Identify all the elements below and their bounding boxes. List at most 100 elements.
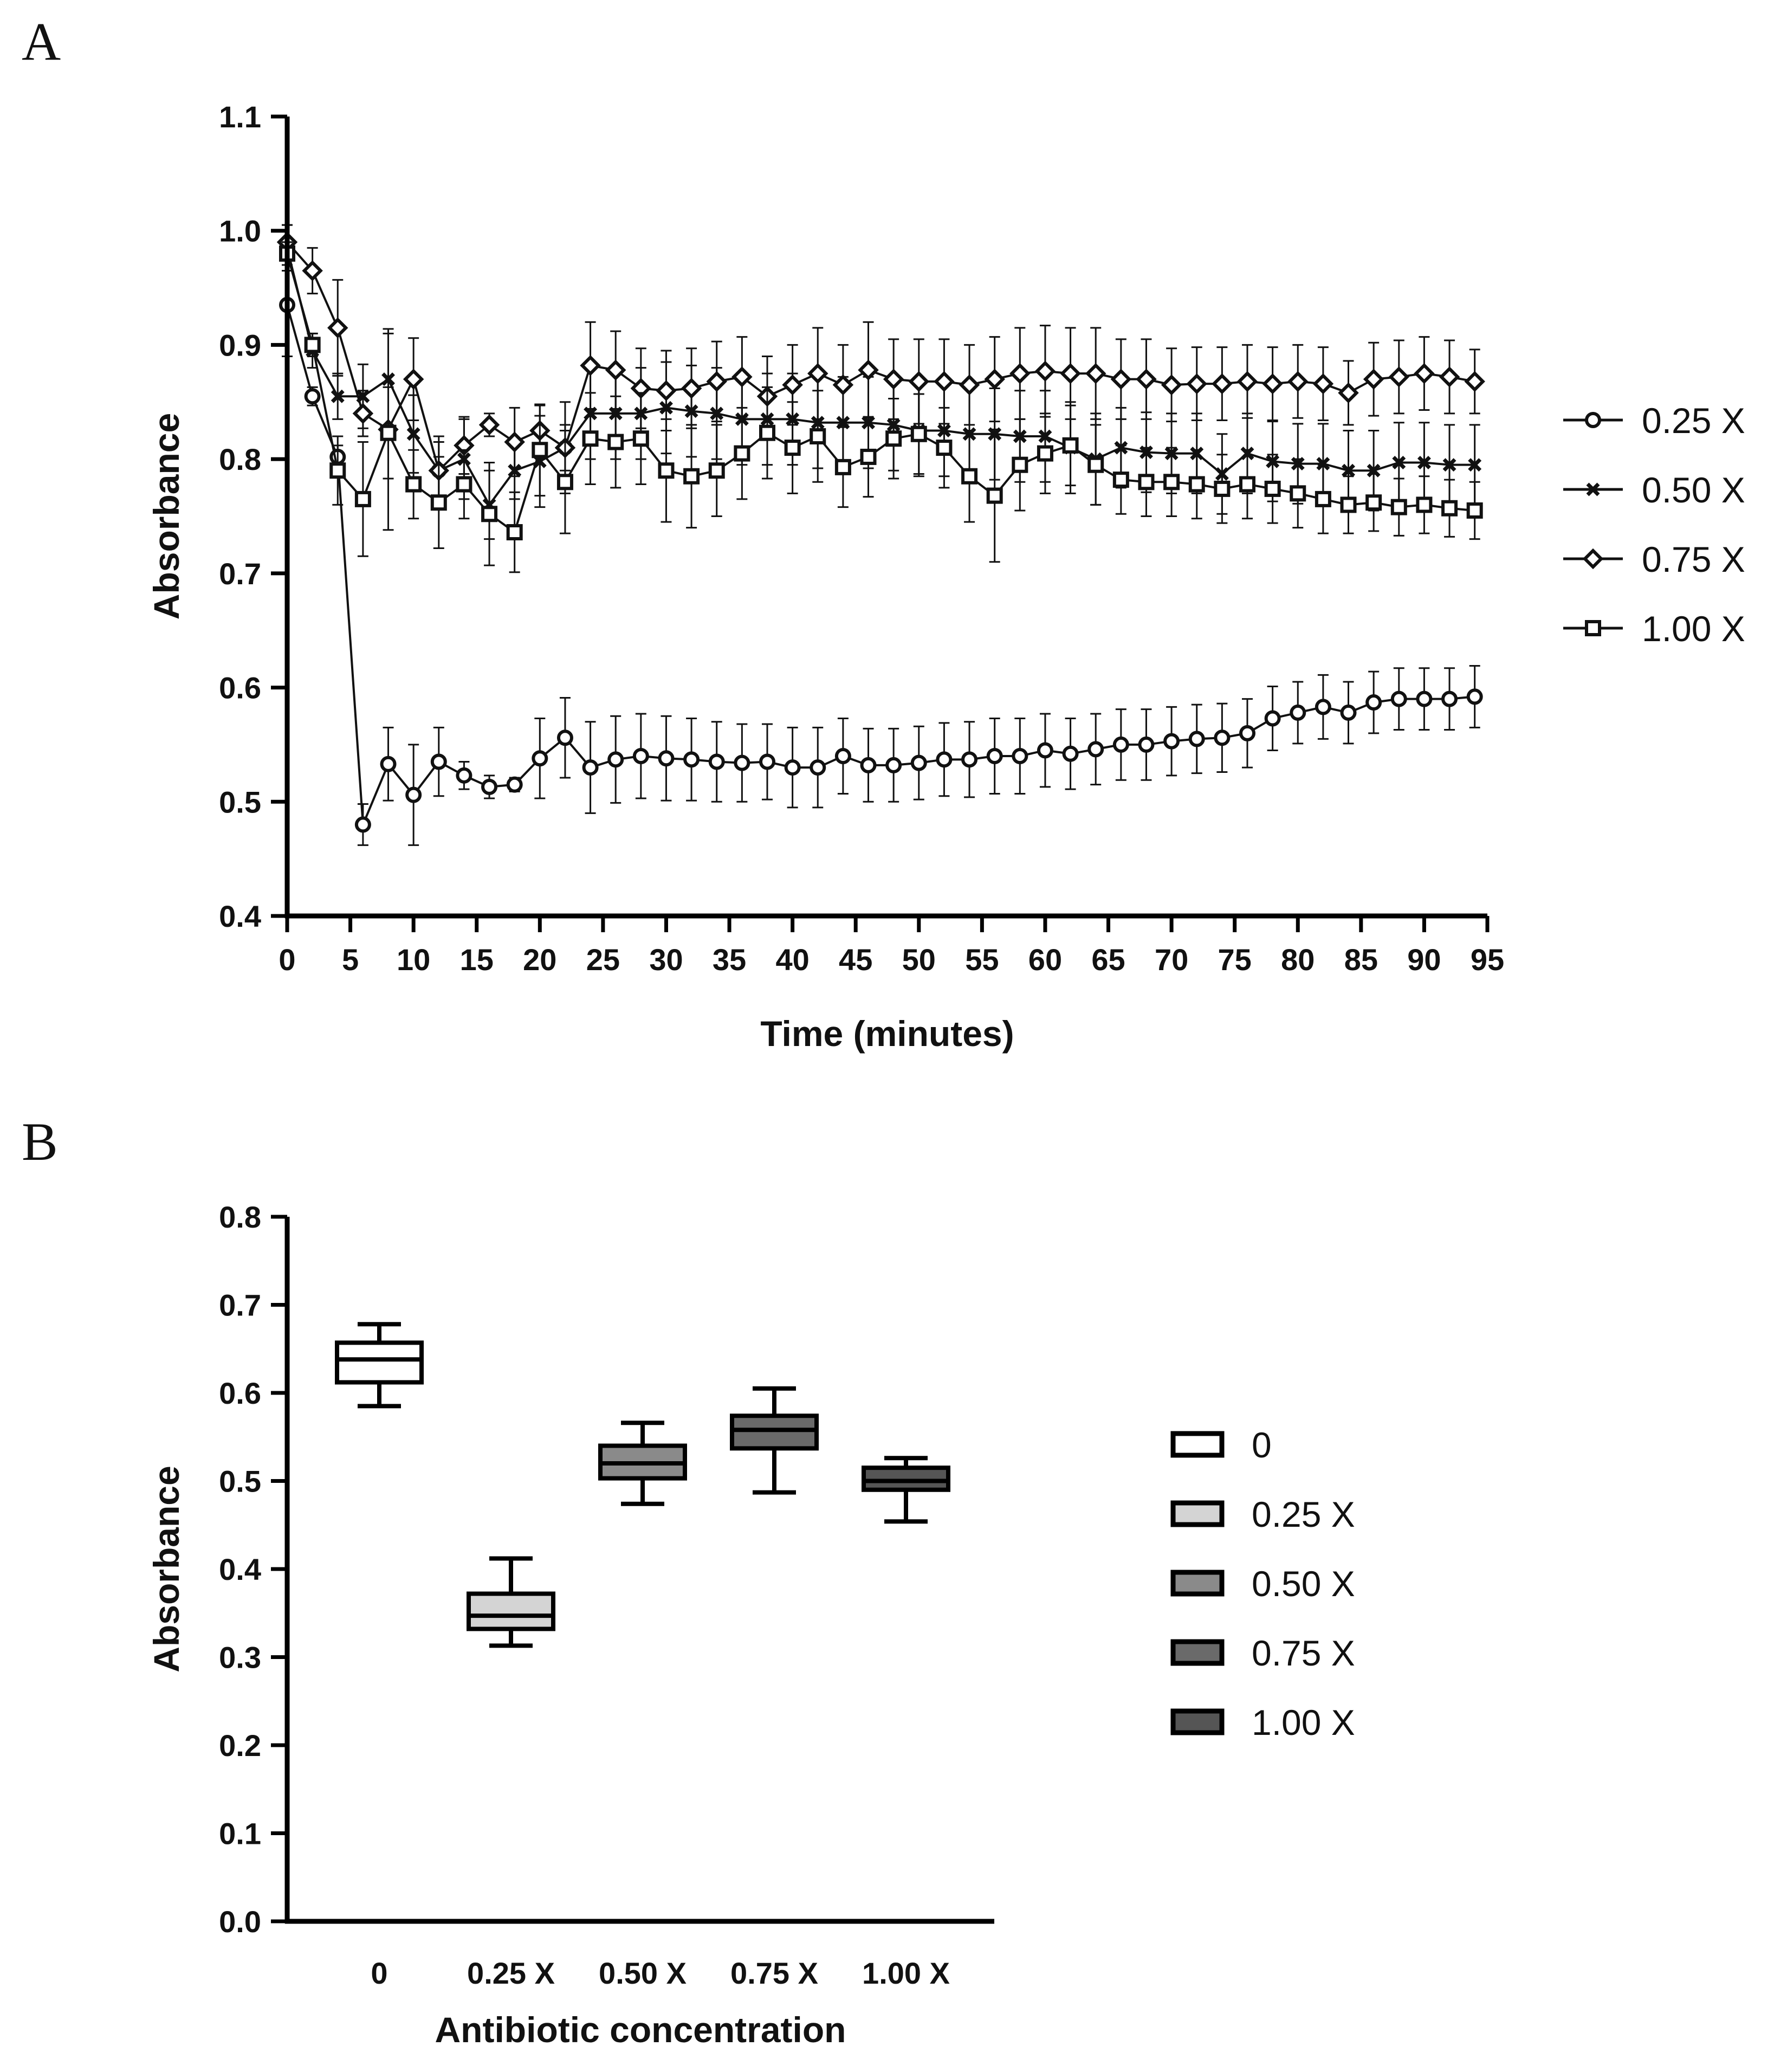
chart-b-x-axis-title: Antibiotic concentration <box>435 2010 846 2050</box>
data-point <box>1340 496 1357 513</box>
data-point <box>1466 688 1483 705</box>
data-point <box>380 756 397 772</box>
data-point <box>1087 456 1104 473</box>
data-point <box>883 369 904 390</box>
data-point <box>986 748 1003 764</box>
box-iqr <box>467 1591 555 1631</box>
x-tick-label: 90 <box>1407 943 1441 977</box>
legend-item-0-50-x: 0.50 X <box>1170 1564 1355 1604</box>
data-point <box>1037 445 1053 462</box>
legend-item-0-75-x: 0.75 X <box>1563 539 1745 579</box>
y-tick-label: 0.5 <box>219 785 261 819</box>
data-point <box>961 468 978 485</box>
data-point <box>532 750 548 767</box>
y-tick-label: 0.6 <box>219 671 261 705</box>
data-point <box>1012 748 1028 764</box>
data-point <box>456 767 472 784</box>
data-point <box>1338 382 1359 404</box>
legend-swatch <box>1170 1570 1225 1597</box>
data-point <box>1163 474 1180 490</box>
data-point <box>556 474 573 490</box>
legend-item-0-25-x: 0.25 X <box>1170 1494 1355 1534</box>
legend-item-0-50-x: 0.50 X <box>1563 470 1745 510</box>
x-tick-label: 75 <box>1218 943 1252 977</box>
data-point <box>1468 458 1482 472</box>
panel-letter-b: B <box>22 1112 58 1172</box>
legend-label: 1.00 X <box>1252 1702 1355 1742</box>
data-point <box>481 778 498 795</box>
y-tick-label: 0.4 <box>219 899 261 933</box>
data-point <box>1062 437 1079 454</box>
data-point <box>532 442 548 459</box>
chart-a-y-axis-title: Absorbance <box>146 413 186 619</box>
x-tick-label: 1.00 X <box>862 1956 950 1990</box>
data-point <box>580 355 601 376</box>
data-point <box>1441 690 1458 707</box>
legend-label: 0.25 X <box>1642 401 1745 441</box>
data-point <box>1264 480 1281 497</box>
data-point <box>910 425 927 442</box>
data-point <box>1414 363 1435 384</box>
x-tick-label: 30 <box>649 943 683 977</box>
chart-a-legend: 0.25 X 0.50 X 0.75 X 1.00 X <box>1563 401 1745 649</box>
data-point <box>885 757 902 773</box>
data-point <box>506 524 523 540</box>
data-point <box>1037 742 1053 759</box>
y-tick-label: 0.8 <box>219 1200 261 1234</box>
legend-label: 0.75 X <box>1252 1633 1355 1673</box>
data-point <box>1239 725 1255 741</box>
data-point <box>1138 474 1155 490</box>
x-tick-label: 35 <box>713 943 746 977</box>
data-point <box>1365 494 1382 511</box>
data-point <box>1214 730 1231 746</box>
legend-label: 0.50 X <box>1252 1564 1355 1604</box>
data-point <box>734 445 750 462</box>
data-point <box>506 776 523 793</box>
data-point <box>1110 369 1132 390</box>
data-point <box>607 751 624 768</box>
data-point <box>658 750 675 767</box>
x-tick-label: 65 <box>1091 943 1125 977</box>
data-point <box>910 754 927 771</box>
y-tick-label: 0.2 <box>219 1728 261 1763</box>
legend-swatch <box>1170 1639 1225 1666</box>
data-point <box>406 427 420 441</box>
y-tick-label: 0.0 <box>219 1905 261 1939</box>
legend-label: 0.75 X <box>1642 539 1745 579</box>
x-tick-label: 20 <box>523 943 556 977</box>
legend-label: 0.50 X <box>1642 470 1745 510</box>
data-point <box>1390 499 1407 515</box>
data-point <box>1186 373 1207 395</box>
box-0-25-x <box>467 1556 555 1648</box>
data-point <box>1290 704 1306 721</box>
data-point <box>984 369 1005 390</box>
data-point <box>1340 704 1357 721</box>
data-point <box>807 363 828 384</box>
data-point <box>352 403 374 424</box>
x-tick-label: 0.50 X <box>599 1956 687 1990</box>
data-point <box>1390 690 1407 707</box>
data-point <box>456 476 472 493</box>
data-point <box>1417 455 1431 469</box>
data-point <box>681 378 702 399</box>
data-point <box>731 366 753 388</box>
chart-a-x-axis-title: Time (minutes) <box>760 1014 1014 1054</box>
data-point <box>834 748 851 764</box>
data-point <box>430 753 447 770</box>
data-point <box>1161 374 1182 396</box>
data-point <box>304 388 321 405</box>
x-tick-label: 95 <box>1471 943 1504 977</box>
data-point <box>1464 371 1485 392</box>
x-tick-label: 70 <box>1155 943 1188 977</box>
data-point <box>1012 456 1028 473</box>
x-tick-label: 50 <box>902 943 936 977</box>
legend-swatch <box>1170 1500 1225 1527</box>
data-point <box>1163 733 1180 750</box>
legend-item-1-00-x: 1.00 X <box>1563 609 1745 649</box>
data-point <box>329 462 346 479</box>
data-point <box>605 359 626 381</box>
legend-swatch <box>1170 1708 1225 1735</box>
x-tick-label: 0.75 X <box>730 1956 818 1990</box>
data-point <box>1062 745 1079 762</box>
data-point <box>582 759 599 776</box>
